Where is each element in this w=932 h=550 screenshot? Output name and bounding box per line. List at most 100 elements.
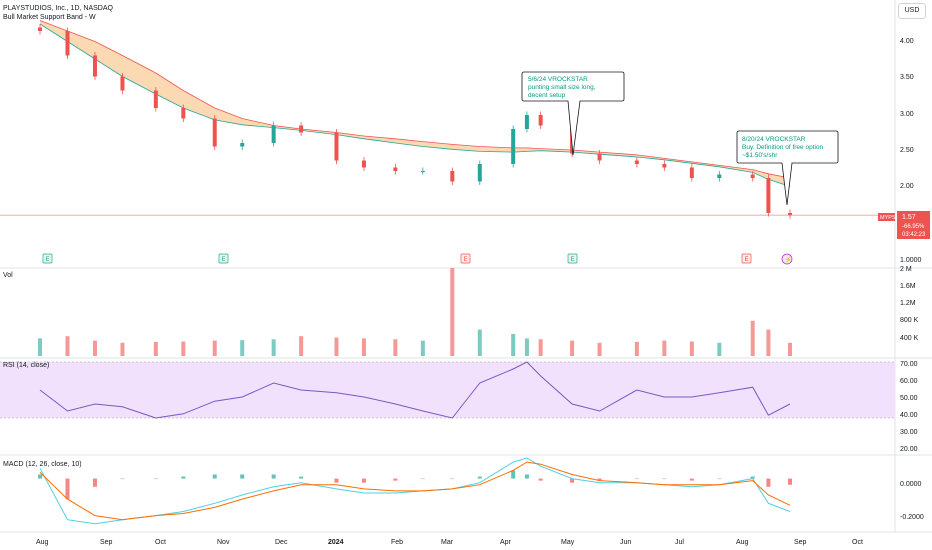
- macd-histogram-bar: [524, 474, 529, 479]
- candle-body: [181, 108, 186, 119]
- macd-histogram-bar: [662, 478, 667, 480]
- volume-bar: [717, 342, 722, 356]
- annotation-line: decent setup: [528, 92, 566, 99]
- annotation-line: Buy. Definition of free option: [742, 144, 824, 151]
- chart-title: PLAYSTUDIOS, Inc., 1D, NASDAQ: [3, 5, 114, 12]
- candle-body: [92, 55, 97, 77]
- rsi-tick: 30.00: [900, 429, 918, 436]
- volume-bars: [38, 268, 792, 356]
- macd-histogram-bar: [334, 478, 339, 483]
- volume-tick: 1.2M: [900, 300, 916, 307]
- x-tick: Jun: [620, 539, 631, 546]
- dividend-split-badge[interactable]: ⚡: [781, 253, 793, 265]
- candle-body: [361, 160, 366, 168]
- volume-bar: [511, 334, 516, 356]
- ticker-label: MYPS: [880, 215, 896, 221]
- candle-body: [420, 171, 425, 172]
- volume-bar: [689, 341, 694, 356]
- candle-body: [212, 118, 217, 147]
- svg-text:E: E: [46, 257, 50, 263]
- candle-body: [524, 115, 529, 129]
- annotation-callout-1[interactable]: 5/6/24 VROCKSTAR punting small size long…: [521, 71, 625, 156]
- volume-bar: [92, 340, 97, 356]
- annotation-callout-2[interactable]: 8/20/24 VROCKSTAR Buy. Definition of fre…: [736, 130, 839, 206]
- bull-market-support-band: [39, 20, 791, 187]
- volume-bar: [181, 341, 186, 356]
- volume-bar: [538, 339, 543, 356]
- candle-body: [334, 132, 339, 161]
- volume-bar: [299, 336, 304, 356]
- macd-histogram-bar: [538, 478, 543, 481]
- macd-lines: [38, 457, 792, 525]
- earnings-badge[interactable]: E: [567, 253, 578, 264]
- candle-body: [597, 153, 602, 161]
- annotation-line: 5/6/24 VROCKSTAR: [528, 76, 588, 83]
- earnings-badge[interactable]: E: [42, 253, 53, 264]
- x-tick: Sep: [794, 539, 807, 546]
- candle-body: [240, 143, 245, 147]
- x-tick: Apr: [500, 539, 512, 546]
- x-tick: 2024: [328, 539, 344, 546]
- volume-bar: [597, 342, 602, 356]
- macd-histogram-bar: [570, 478, 575, 483]
- annotation-line: ~$1.50's/shr: [742, 152, 778, 159]
- x-tick: Dec: [275, 539, 288, 546]
- rsi-title: RSI (14, close): [3, 362, 49, 369]
- price-tick: 1.0000: [900, 257, 922, 264]
- x-tick: Oct: [852, 539, 863, 546]
- price-change: -66.95%: [902, 224, 925, 230]
- currency-label[interactable]: USD: [898, 3, 926, 19]
- x-tick: Jul: [675, 539, 684, 546]
- candle-body: [38, 27, 42, 31]
- svg-text:⚡: ⚡: [785, 256, 792, 264]
- volume-bar: [570, 340, 575, 356]
- volume-tick: 2 M: [900, 266, 912, 273]
- volume-bar: [334, 337, 339, 356]
- volume-bar: [361, 338, 366, 356]
- earnings-badge[interactable]: E: [460, 253, 471, 264]
- svg-text:E: E: [464, 257, 468, 263]
- macd-histogram-bar: [717, 478, 722, 480]
- rsi-tick: 20.00: [900, 446, 918, 453]
- macd-histogram-bar: [65, 478, 70, 500]
- macd-tick: -0.2000: [900, 514, 924, 521]
- macd-histogram-bar: [393, 478, 398, 481]
- rsi-band: [0, 362, 895, 418]
- earnings-badge[interactable]: E: [218, 253, 229, 264]
- rsi-tick: 60.00: [900, 378, 918, 385]
- macd-tick: 0.0000: [900, 481, 922, 488]
- macd-histogram-bar: [511, 470, 516, 479]
- macd-histogram-bar: [212, 474, 217, 479]
- macd-histogram-bar: [38, 474, 42, 479]
- volume-bar: [65, 336, 70, 356]
- macd-histogram-bar: [181, 476, 186, 479]
- price-tick: 3.00: [900, 111, 914, 118]
- price-tag: [897, 211, 930, 239]
- macd-histogram-bar: [634, 478, 639, 480]
- band-upper-line: [39, 20, 791, 179]
- macd-histogram-bar: [477, 476, 482, 479]
- candle-body: [393, 167, 398, 171]
- volume-title: Vol: [3, 272, 13, 279]
- candle-body: [750, 174, 755, 178]
- bar-countdown: 03:42:23: [902, 232, 926, 238]
- price-tick: 3.50: [900, 74, 914, 81]
- svg-text:E: E: [222, 257, 226, 263]
- volume-bar: [38, 338, 42, 356]
- candle-body: [120, 76, 125, 91]
- volume-bar: [662, 340, 667, 356]
- volume-bar: [271, 339, 276, 356]
- candle-body: [634, 160, 639, 164]
- signal-series: [39, 461, 791, 521]
- volume-bar: [120, 342, 125, 356]
- volume-bar: [788, 342, 792, 356]
- x-tick: Sep: [100, 539, 113, 546]
- volume-bar: [766, 329, 771, 356]
- earnings-badge[interactable]: E: [741, 253, 752, 264]
- macd-histogram-bar: [788, 478, 792, 485]
- volume-bar: [240, 340, 245, 356]
- x-tick: Feb: [391, 539, 403, 546]
- macd-histogram-bar: [597, 478, 602, 481]
- candle-body: [477, 164, 482, 182]
